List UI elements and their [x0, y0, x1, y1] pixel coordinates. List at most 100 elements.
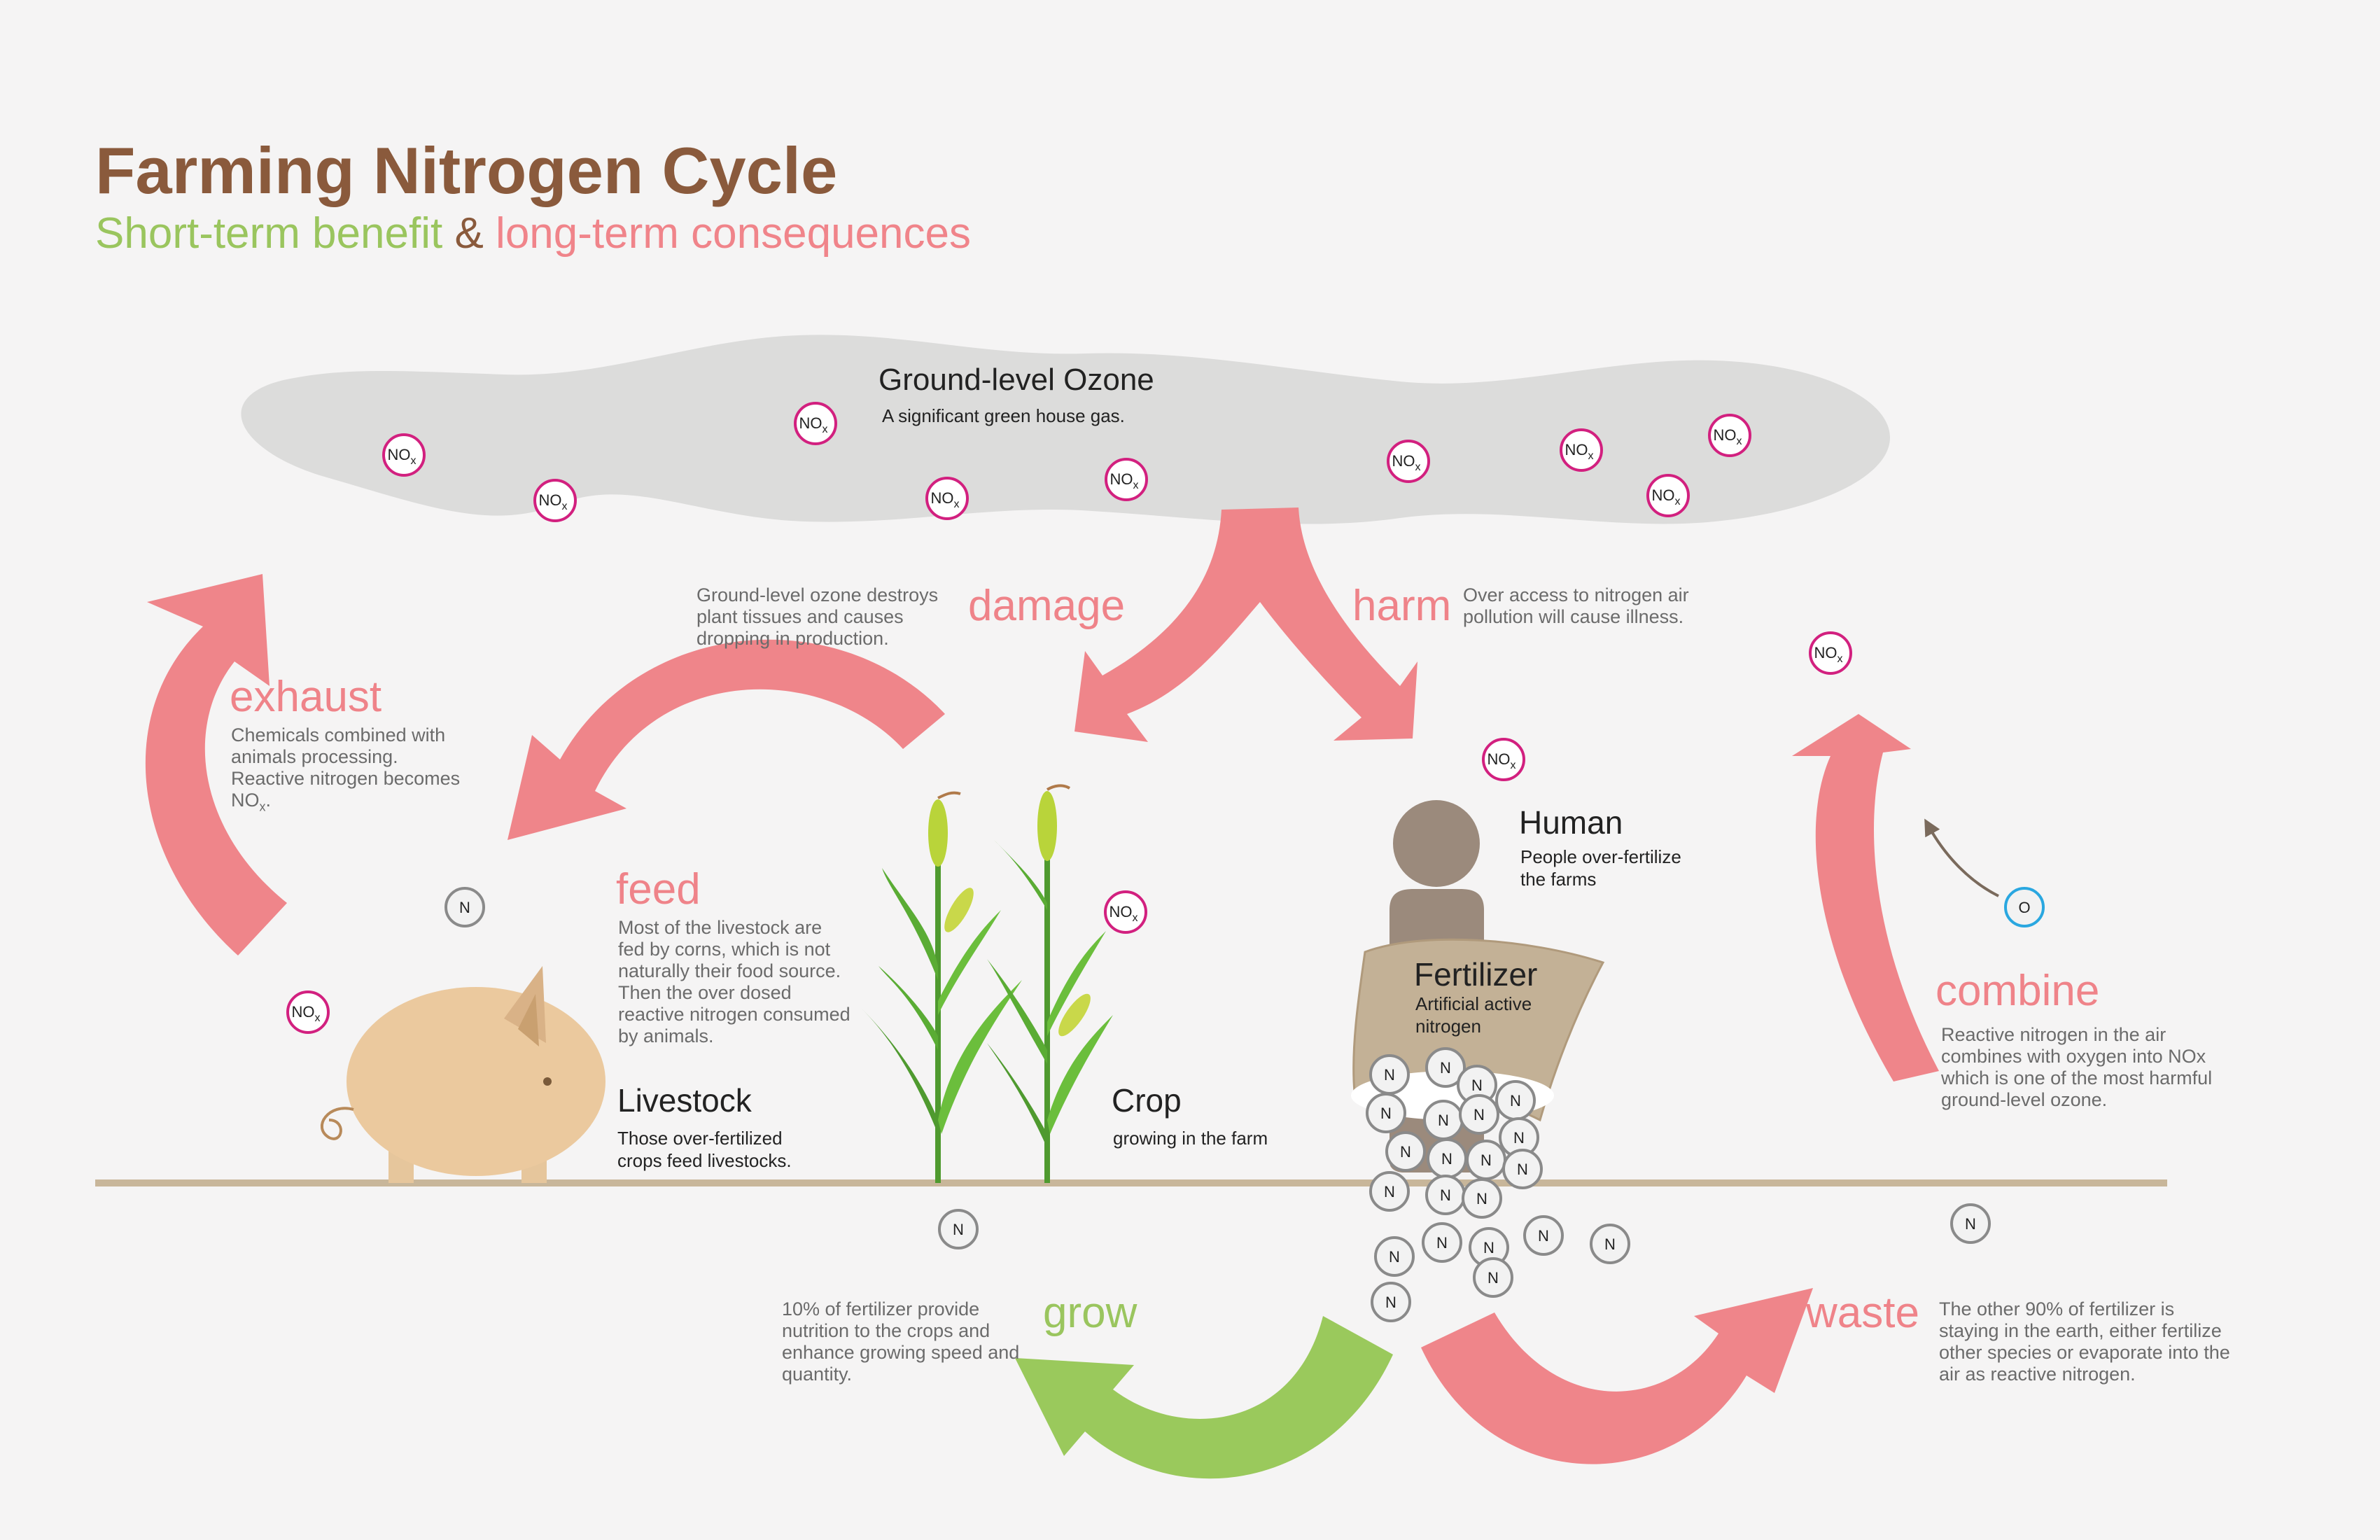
- subtitle-ampersand: &: [454, 209, 484, 258]
- nitrogen-atom: N: [1502, 1149, 1543, 1189]
- nitrogen-atom: N: [1427, 1138, 1467, 1179]
- nitrogen-atom: N: [1423, 1100, 1464, 1140]
- nox-molecule: NOx: [533, 479, 577, 522]
- nox-label: NOx: [1392, 452, 1421, 473]
- nox-label: NOx: [1488, 750, 1516, 771]
- nox-label: NOx: [292, 1003, 321, 1024]
- nitrogen-atom: N: [1590, 1224, 1630, 1264]
- nitrogen-atom-label: N: [1488, 1269, 1499, 1287]
- nitrogen-atom-label: N: [1384, 1183, 1395, 1200]
- nitrogen-atom-label: N: [1400, 1143, 1411, 1161]
- nitrogen-atom-label: N: [1510, 1092, 1521, 1110]
- exhaust-nox-sub: x: [259, 799, 266, 814]
- crop-heading: Crop: [1112, 1082, 1182, 1119]
- nox-label: NOx: [931, 489, 960, 510]
- corn-plant-right: [987, 784, 1113, 1183]
- pig-illustration: [320, 966, 606, 1183]
- waste-arrow: [1421, 1288, 1813, 1464]
- nitrogen-atom: N: [1425, 1047, 1466, 1088]
- nox-molecule: NOx: [794, 402, 837, 445]
- ozone-description: A significant green house gas.: [882, 405, 1125, 426]
- waste-description: The other 90% of fertilizer is staying i…: [1939, 1298, 2230, 1385]
- feed-verb: feed: [616, 865, 701, 913]
- nitrogen-atom-label: N: [1438, 1112, 1449, 1129]
- nitrogen-atom-label: N: [1436, 1234, 1448, 1252]
- nox-label: NOx: [1110, 470, 1139, 491]
- harm-description: Over access to nitrogen air pollution wi…: [1463, 584, 1689, 627]
- nitrogen-atom: N: [1499, 1117, 1539, 1158]
- nitrogen-atom-label: N: [459, 899, 470, 916]
- damage-harm-arrow: [1074, 507, 1418, 742]
- nox-molecule: NOx: [1105, 458, 1148, 501]
- nox-molecule: NOx: [1387, 440, 1430, 483]
- nox-label: NOx: [539, 491, 568, 512]
- nitrogen-atom-label: N: [1480, 1152, 1492, 1169]
- nitrogen-atom: N: [1369, 1171, 1410, 1212]
- nitrogen-atom-label: N: [1483, 1239, 1494, 1256]
- crop-description: growing in the farm: [1113, 1128, 1268, 1149]
- nitrogen-atom-label: N: [1965, 1215, 1976, 1233]
- nox-molecule: NOx: [1104, 890, 1147, 934]
- page-title: Farming Nitrogen Cycle: [95, 134, 838, 207]
- grow-arrow: [1015, 1316, 1393, 1479]
- subtitle-consequence: long-term consequences: [496, 209, 971, 258]
- human-heading: Human: [1519, 804, 1623, 841]
- nitrogen-atom-label: N: [1517, 1161, 1528, 1178]
- nitrogen-atom-label: N: [1538, 1227, 1549, 1245]
- subtitle-benefit: Short-term benefit: [95, 209, 443, 258]
- nox-molecule: NOx: [1708, 414, 1751, 457]
- nitrogen-atom: N: [444, 887, 485, 927]
- fertilizer-heading: Fertilizer: [1414, 956, 1538, 993]
- nitrogen-atom-label: N: [1513, 1129, 1525, 1147]
- nox-molecule: NOx: [382, 433, 426, 477]
- nox-label: NOx: [1714, 426, 1742, 447]
- nox-molecule: NOx: [286, 990, 330, 1034]
- nox-label: NOx: [799, 414, 828, 435]
- nitrogen-atom-label: N: [1604, 1236, 1616, 1253]
- nitrogen-atom: N: [1523, 1215, 1564, 1256]
- nitrogen-atom: N: [1466, 1140, 1506, 1180]
- damage-description: Ground-level ozone destroys plant tissue…: [696, 584, 939, 649]
- grow-verb: grow: [1043, 1289, 1138, 1337]
- feed-arrow: [507, 639, 945, 840]
- nitrogen-atom-label: N: [1380, 1105, 1392, 1122]
- molecules-layer: NOx NOx NOx NOx NOx NOx NOx NOx NOx NOx NOx NOx NOx N…: [286, 402, 2045, 1322]
- ground-line: [95, 1180, 2167, 1186]
- ozone-cloud: [241, 335, 1891, 524]
- combine-verb: combine: [1935, 967, 2100, 1015]
- nitrogen-atom: N: [938, 1209, 979, 1250]
- nox-label: NOx: [388, 446, 416, 467]
- nitrogen-atom: N: [1371, 1282, 1411, 1322]
- nitrogen-atom-label: N: [1471, 1077, 1483, 1094]
- nitrogen-atom: N: [1459, 1094, 1499, 1135]
- damage-verb: damage: [968, 582, 1126, 630]
- nitrogen-atom: N: [1374, 1236, 1415, 1277]
- corn-plant-left: [861, 791, 1022, 1183]
- exhaust-nox: NOx: [231, 790, 266, 814]
- nitrogen-atom-label: N: [1476, 1190, 1488, 1208]
- nox-molecule: NOx: [1646, 474, 1690, 517]
- exhaust-arrow: [145, 574, 287, 955]
- nox-molecule: NOx: [1560, 428, 1603, 472]
- nitrogen-atom-label: N: [1441, 1150, 1452, 1168]
- nox-molecule: NOx: [925, 477, 969, 520]
- nitrogen-atom: N: [1385, 1131, 1426, 1172]
- human-description: People over-fertilize the farms: [1520, 846, 1681, 890]
- nox-label: NOx: [1652, 486, 1681, 507]
- nox-label: NOx: [1110, 903, 1138, 924]
- combine-description: Reactive nitrogen in the air combines wi…: [1941, 1024, 2213, 1110]
- fertilizer-description: Artificial active nitrogen: [1415, 993, 1532, 1037]
- nitrogen-atom: N: [1366, 1093, 1406, 1133]
- nitrogen-atom: N: [1369, 1054, 1410, 1095]
- nitrogen-atom-label: N: [1440, 1059, 1451, 1077]
- nitrogen-atom-label: N: [1384, 1066, 1395, 1084]
- nitrogen-atom-label: N: [1385, 1294, 1396, 1311]
- combine-arrow: [1792, 714, 1939, 1082]
- nitrogen-atom: N: [1950, 1203, 1991, 1244]
- nitrogen-atom-label: N: [1389, 1248, 1400, 1266]
- exhaust-nox-main: NO: [231, 790, 260, 811]
- nox-label: NOx: [1814, 644, 1843, 665]
- exhaust-desc-text: Chemicals combined with animals processi…: [231, 724, 461, 789]
- nox-label: NOx: [1565, 441, 1594, 462]
